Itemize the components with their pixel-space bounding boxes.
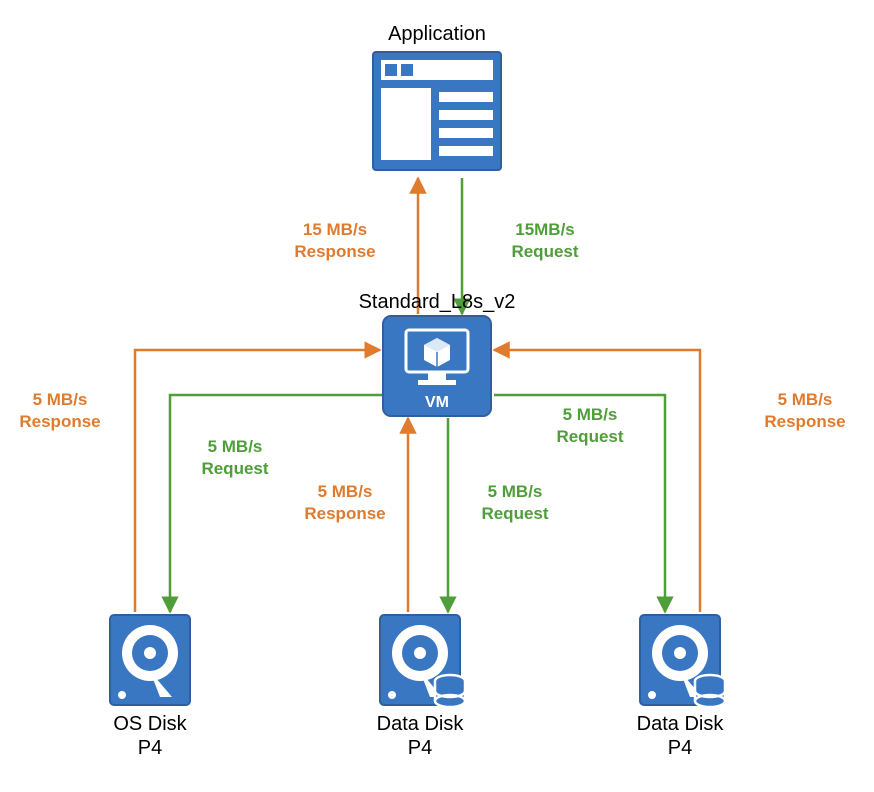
data-disk-1-label: Data Disk: [377, 713, 465, 735]
label-app-request-2: Request: [511, 242, 578, 261]
data-disk-2-label: Data Disk: [637, 713, 725, 735]
label-os-response-1: 5 MB/s: [33, 390, 88, 409]
data-disk-2-icon: [640, 615, 725, 707]
label-d2-request-1: 5 MB/s: [563, 405, 618, 424]
label-d1-response-1: 5 MB/s: [318, 482, 373, 501]
edge-d2-response: [494, 350, 700, 612]
os-disk-sublabel: P4: [138, 737, 162, 759]
vm-label: Standard_L8s_v2: [359, 291, 516, 313]
node-os-disk: OS Disk P4: [110, 615, 190, 759]
data-disk-1-sublabel: P4: [408, 737, 432, 759]
label-app-request-1: 15MB/s: [515, 220, 575, 239]
application-label: Application: [388, 23, 486, 45]
data-disk-2-sublabel: P4: [668, 737, 692, 759]
label-d1-request-1: 5 MB/s: [488, 482, 543, 501]
label-os-request-2: Request: [201, 459, 268, 478]
label-app-response-2: Response: [294, 242, 375, 261]
edge-os-response: [135, 350, 380, 612]
label-d1-response-2: Response: [304, 504, 385, 523]
label-d1-request-2: Request: [481, 504, 548, 523]
vm-sublabel: VM: [425, 394, 449, 411]
node-vm: Standard_L8s_v2 VM: [359, 291, 516, 416]
os-disk-icon: [110, 615, 190, 705]
application-icon: [373, 52, 501, 170]
os-disk-label: OS Disk: [113, 713, 187, 735]
label-os-response-2: Response: [19, 412, 100, 431]
label-d2-response-2: Response: [764, 412, 845, 431]
architecture-diagram: 15 MB/s Response 15MB/s Request 5 MB/s R…: [0, 0, 874, 792]
node-data-disk-1: Data Disk P4: [377, 615, 465, 759]
label-app-response-1: 15 MB/s: [303, 220, 367, 239]
node-application: Application: [373, 23, 501, 170]
data-disk-1-icon: [380, 615, 465, 707]
label-d2-response-1: 5 MB/s: [778, 390, 833, 409]
label-os-request-1: 5 MB/s: [208, 437, 263, 456]
node-data-disk-2: Data Disk P4: [637, 615, 725, 759]
label-d2-request-2: Request: [556, 427, 623, 446]
vm-icon: VM: [383, 316, 491, 416]
